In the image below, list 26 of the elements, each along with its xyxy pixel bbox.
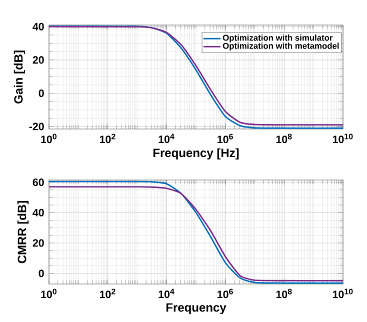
x-tick-label: 10$^{0}$ (41, 134, 56, 144)
x-tick-label: 10$^{10}$ (332, 288, 353, 298)
legend-label: Optimization with metamodel (222, 42, 339, 50)
x-tick-label: 10$^{8}$ (276, 288, 292, 298)
y-tick-label: 0 (38, 270, 44, 278)
y-tick-label: 20 (32, 239, 44, 247)
x-tick-label: 10$^{6}$ (218, 134, 233, 144)
x-tick-label: 10$^{8}$ (276, 134, 292, 144)
x-tick-label: 10$^{10}$ (332, 134, 353, 144)
y-tick-label: 20 (32, 56, 44, 64)
x-tick-label: 10$^{2}$ (100, 288, 116, 298)
x-axis-title: Frequency (166, 303, 226, 314)
x-axis-title: Frequency [Hz] (153, 148, 239, 160)
y-tick-label: 40 (32, 22, 44, 30)
y-tick-label: -20 (29, 122, 44, 130)
x-tick-label: 10$^{2}$ (100, 134, 116, 144)
y-axis-title: Gain [dB] (14, 50, 26, 104)
x-tick-label: 10$^{6}$ (218, 288, 233, 298)
y-tick-label: 60 (32, 178, 44, 186)
x-tick-label: 10$^{4}$ (158, 288, 174, 298)
y-tick-label: 0 (38, 89, 44, 97)
x-tick-label: 10$^{4}$ (158, 134, 174, 144)
legend-label: Optimization with simulator (222, 34, 333, 42)
y-tick-label: 40 (32, 208, 44, 216)
y-axis-title: CMRR [dB] (17, 201, 29, 264)
x-tick-label: 10$^{0}$ (41, 288, 56, 298)
